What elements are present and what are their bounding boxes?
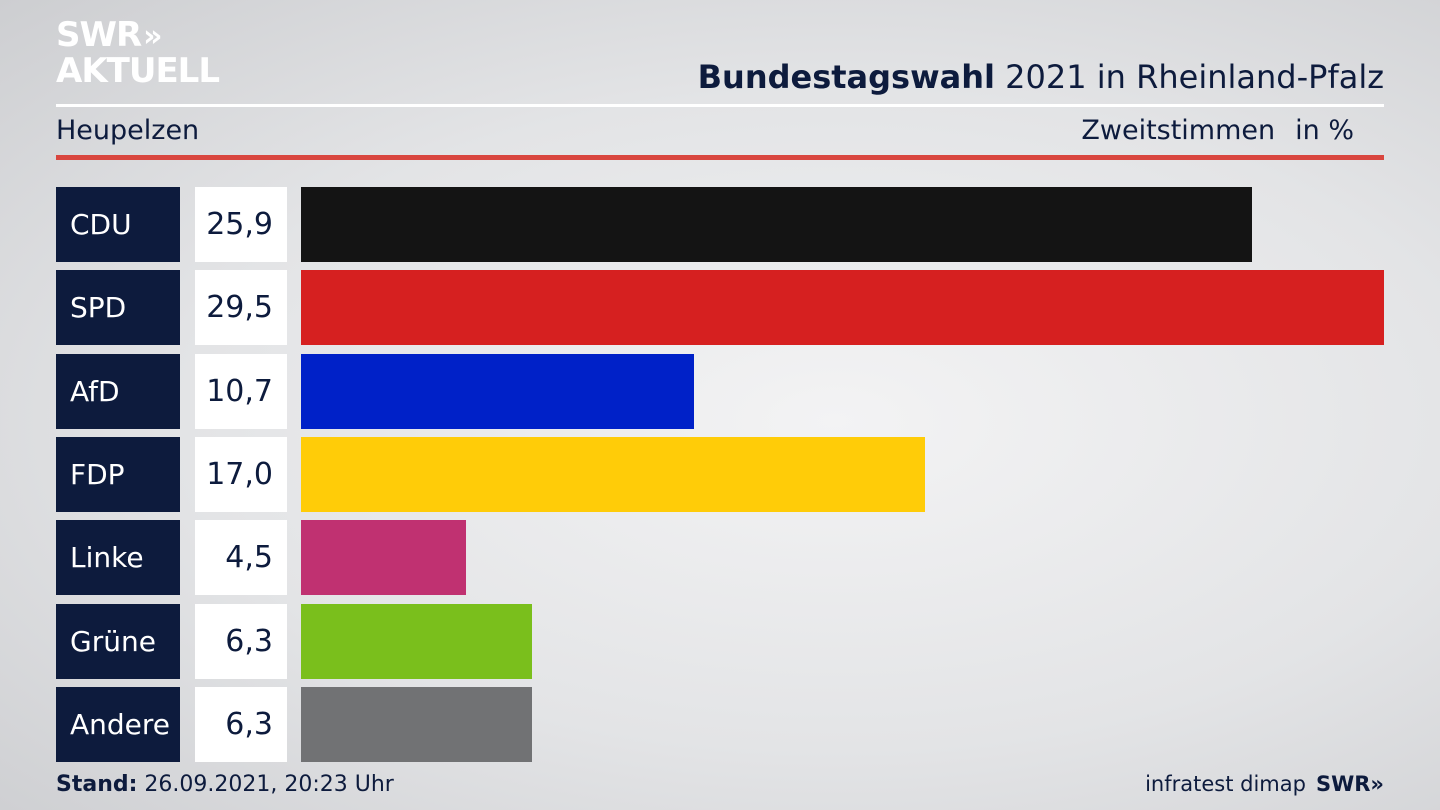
value-label: 17,0 bbox=[195, 436, 287, 512]
stand-label: Stand: bbox=[56, 772, 138, 797]
value-label: 10,7 bbox=[195, 353, 287, 429]
vote-type-label: Zweitstimmen in % bbox=[1081, 115, 1354, 146]
unit-label: in % bbox=[1295, 115, 1354, 146]
timestamp: Stand: 26.09.2021, 20:23 Uhr bbox=[56, 772, 394, 797]
bar-row: Andere 6,3 bbox=[56, 686, 1384, 762]
accent-divider bbox=[56, 155, 1384, 160]
bar-linke bbox=[301, 520, 467, 596]
value-label: 6,3 bbox=[195, 603, 287, 679]
bar-fdp bbox=[301, 436, 926, 512]
swr-aktuell-logo: SWR» AKTUELL bbox=[56, 15, 220, 91]
source-label: infratest dimap bbox=[1145, 772, 1306, 796]
party-label: SPD bbox=[56, 270, 180, 346]
logo-aktuell-text: AKTUELL bbox=[56, 51, 220, 91]
bar-row: CDU 25,9 bbox=[56, 187, 1384, 262]
party-label: FDP bbox=[56, 436, 180, 512]
bar-cdu bbox=[301, 187, 1252, 262]
stand-value: 26.09.2021, 20:23 Uhr bbox=[137, 772, 394, 797]
title-rest: 2021 in Rheinland-Pfalz bbox=[995, 58, 1384, 96]
party-label: Grüne bbox=[56, 603, 180, 679]
title-bold: Bundestagswahl bbox=[697, 58, 995, 96]
value-label: 25,9 bbox=[195, 187, 287, 262]
bar-andere bbox=[301, 686, 533, 762]
logo-swr-text: SWR bbox=[56, 15, 142, 55]
bar-spd bbox=[301, 270, 1384, 346]
value-label: 6,3 bbox=[195, 686, 287, 762]
source-credit: infratest dimap SWR» bbox=[1145, 772, 1384, 796]
value-label: 29,5 bbox=[195, 270, 287, 346]
bar-row: AfD 10,7 bbox=[56, 353, 1384, 429]
chart-title: Bundestagswahl 2021 in Rheinland-Pfalz bbox=[698, 58, 1384, 96]
bar-afd bbox=[301, 353, 694, 429]
header-divider bbox=[56, 104, 1384, 107]
vote-type: Zweitstimmen bbox=[1081, 115, 1276, 146]
bar-row: SPD 29,5 bbox=[56, 270, 1384, 346]
bar-row: Grüne 6,3 bbox=[56, 603, 1384, 679]
value-label: 4,5 bbox=[195, 520, 287, 596]
party-label: Linke bbox=[56, 520, 180, 596]
bar-grüne bbox=[301, 603, 533, 679]
party-label: CDU bbox=[56, 187, 180, 262]
swr-brand-logo: SWR» bbox=[1315, 772, 1384, 796]
bar-row: Linke 4,5 bbox=[56, 520, 1384, 596]
party-label: Andere bbox=[56, 686, 180, 762]
logo-chevron-icon: » bbox=[143, 19, 163, 54]
location-label: Heupelzen bbox=[56, 115, 200, 146]
party-label: AfD bbox=[56, 353, 180, 429]
bar-row: FDP 17,0 bbox=[56, 436, 1384, 512]
